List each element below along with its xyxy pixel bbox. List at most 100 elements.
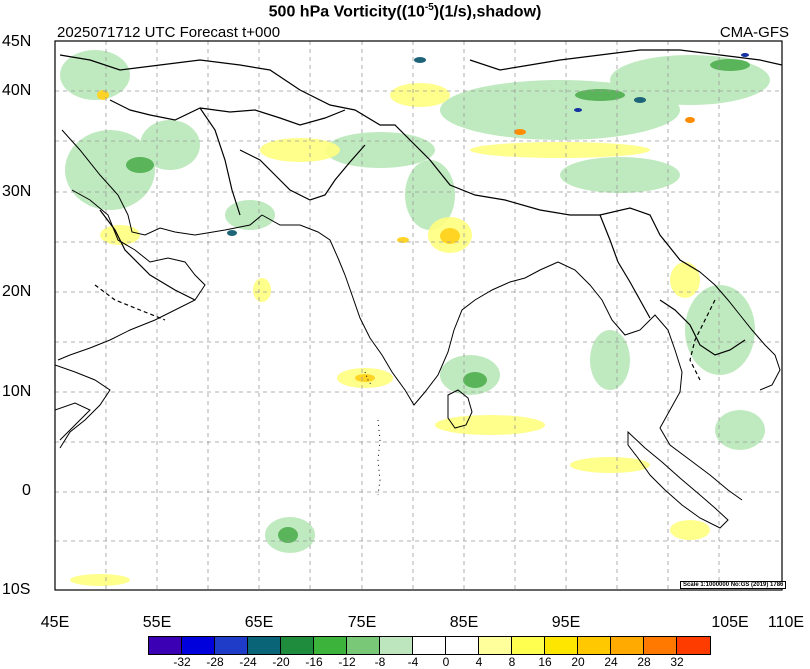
model-name: CMA-GFS — [719, 24, 789, 41]
chart-title: 500 hPa Vorticity((10-5)(1/s),shadow) — [0, 2, 810, 21]
colorbar-label: 0 — [442, 655, 450, 669]
vort-patch — [70, 574, 130, 586]
vort-patch — [227, 230, 237, 236]
vort-patch — [685, 117, 695, 123]
border-afghanistan — [199, 107, 346, 126]
somalia-horn — [55, 402, 91, 441]
lat-label-0: 0 — [22, 482, 31, 499]
sumatra — [627, 430, 729, 529]
colorbar-label: -20 — [272, 655, 290, 669]
vort-patch — [253, 278, 271, 302]
lon-label-95e: 95E — [551, 614, 581, 631]
colorbar-cell — [611, 637, 644, 654]
colorbar-cell — [149, 637, 182, 654]
vort-patch — [514, 129, 526, 135]
colorbar-label: -16 — [305, 655, 323, 669]
vort-patch — [140, 120, 200, 170]
colorbar-cell — [380, 637, 413, 654]
colorbar-cell — [479, 637, 512, 654]
colorbar-label: -8 — [374, 655, 386, 669]
vort-patch — [390, 83, 450, 107]
graticule — [55, 41, 782, 590]
vort-patch — [575, 89, 625, 101]
colorbar — [148, 636, 711, 655]
border-north — [59, 54, 701, 273]
border-myanmar — [599, 214, 651, 319]
colorbar-cell — [413, 637, 446, 654]
colorbar-label: 8 — [508, 655, 516, 669]
lat-label-20n: 20N — [2, 283, 32, 300]
colorbar-label: -28 — [206, 655, 224, 669]
colorbar-cell — [248, 637, 281, 654]
vort-patch — [670, 520, 710, 540]
lon-label-45e: 45E — [40, 614, 70, 631]
coastlines — [55, 129, 781, 529]
border-pakistan — [239, 144, 366, 201]
vort-patch — [60, 50, 130, 100]
title-suffix: )(1/s),shadow) — [433, 3, 542, 21]
vort-patch — [325, 132, 435, 168]
maldives-dots — [377, 419, 381, 496]
border-arabia — [99, 209, 196, 301]
vort-patch — [590, 330, 630, 390]
colorbar-label: 32 — [670, 655, 684, 669]
border-thailand — [659, 299, 746, 356]
colorbar-cell — [182, 637, 215, 654]
colorbar-label: -32 — [173, 655, 191, 669]
colorbar-label: 24 — [604, 655, 618, 669]
lon-label-65e: 65E — [244, 614, 274, 631]
title-prefix: 500 hPa Vorticity((10 — [268, 3, 425, 21]
vort-patch — [560, 157, 680, 193]
country-borders — [59, 49, 782, 381]
lat-label-10n: 10N — [2, 383, 32, 400]
sri-lanka — [447, 389, 473, 429]
colorbar-cell — [545, 637, 578, 654]
india-coast — [261, 214, 559, 406]
scale-note: Scale 1:1000000 No:GS (2019) 1786 — [680, 581, 787, 589]
colorbar-label: 16 — [538, 655, 552, 669]
vort-patch — [570, 457, 650, 473]
vort-patch — [440, 228, 460, 244]
persian-gulf-coast — [61, 129, 263, 236]
vort-patch — [670, 262, 700, 298]
arabia-coast — [57, 189, 206, 361]
vort-patch — [126, 157, 154, 173]
lon-label-105e: 105E — [711, 614, 749, 631]
colorbar-label: -12 — [338, 655, 356, 669]
vort-patch — [741, 53, 749, 57]
colorbar-cell — [578, 637, 611, 654]
vort-patch — [65, 130, 155, 210]
vort-patch — [397, 237, 409, 243]
lon-label-110e: 110E — [767, 614, 805, 631]
vort-patch — [685, 285, 755, 375]
border-china-south — [469, 49, 782, 71]
vort-patch — [574, 108, 582, 112]
africa-coast — [55, 364, 111, 449]
border-arabia-south — [94, 284, 166, 321]
vort-patch — [278, 527, 298, 543]
lon-label-55e: 55E — [142, 614, 172, 631]
map-frame — [54, 40, 783, 591]
vorticity-field — [60, 50, 770, 586]
border-iran — [109, 99, 241, 216]
colorbar-label: 20 — [571, 655, 585, 669]
forecast-time: 2025071712 UTC Forecast t+000 — [57, 24, 281, 41]
colorbar-cell — [644, 637, 677, 654]
title-exponent: -5 — [424, 2, 434, 13]
colorbar-cell — [446, 637, 479, 654]
indochina-coast — [699, 271, 781, 391]
vort-patch — [715, 410, 765, 450]
vort-patch — [634, 97, 646, 103]
border-southeast — [689, 299, 716, 381]
lat-label-10s: 10S — [2, 581, 31, 598]
lon-label-85e: 85E — [449, 614, 479, 631]
colorbar-cell — [215, 637, 248, 654]
vort-patch — [463, 372, 487, 388]
colorbar-cell — [314, 637, 347, 654]
colorbar-cell — [281, 637, 314, 654]
vort-patch — [260, 138, 340, 162]
vort-patch — [470, 142, 650, 158]
vort-patch — [100, 225, 140, 245]
bay-bengal-east-coast — [557, 261, 743, 501]
vort-patch — [414, 57, 426, 63]
